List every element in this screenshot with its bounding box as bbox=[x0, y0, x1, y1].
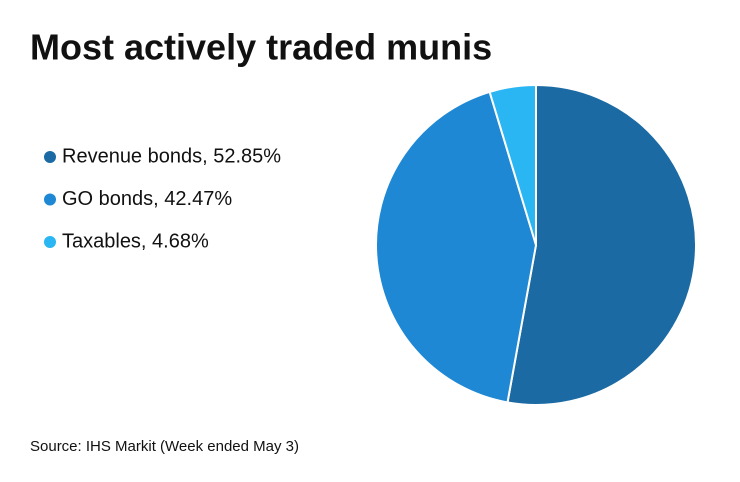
chart-title: Most actively traded munis bbox=[30, 27, 492, 68]
legend-swatch bbox=[44, 236, 56, 248]
legend-label: Taxables, 4.68% bbox=[62, 230, 209, 252]
pie-slice bbox=[375, 90, 538, 404]
legend-label: Revenue bonds, 52.85% bbox=[62, 145, 281, 167]
source-note: Source: IHS Markit (Week ended May 3) bbox=[30, 438, 299, 455]
legend-swatch bbox=[44, 151, 56, 163]
pie-slice bbox=[488, 83, 537, 246]
legend-swatch bbox=[44, 193, 56, 206]
pie-slice bbox=[506, 83, 697, 406]
legend-label: GO bonds, 42.47% bbox=[62, 188, 232, 210]
